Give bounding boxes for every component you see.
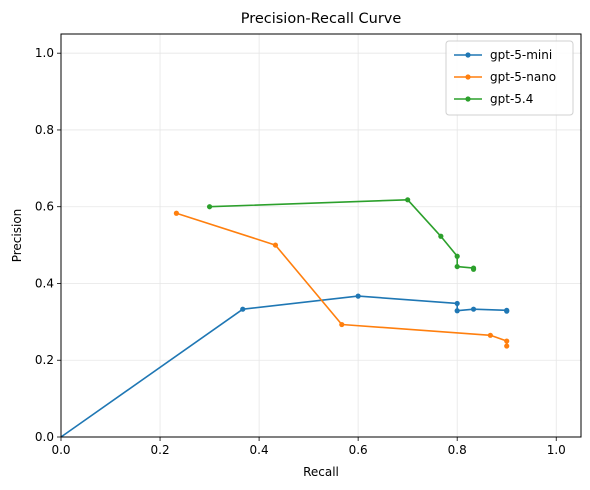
x-tick-label: 0.0 (51, 443, 70, 457)
data-point (470, 266, 477, 272)
data-point (206, 204, 213, 210)
data-point (504, 338, 510, 344)
x-tick-label: 0.8 (448, 443, 467, 457)
series-gpt-5-nano (173, 210, 510, 349)
y-axis-ticks: 0.0 0.2 0.4 0.6 0.8 1.0 (35, 46, 61, 444)
legend-box (445, 40, 574, 116)
data-point (454, 300, 460, 307)
y-axis-label: Precision (10, 209, 24, 263)
y-tick-label: 0.8 (35, 123, 54, 137)
series-gpt-5-mini (60, 293, 510, 438)
y-tick-label: 1.0 (35, 46, 54, 60)
legend-label: gpt-5.4 (490, 92, 533, 106)
legend-marker (465, 52, 471, 58)
legend: gpt-5-mini gpt-5-nano gpt-5.4 (445, 40, 574, 116)
legend-item: gpt-5-nano (454, 70, 556, 84)
legend-marker (465, 74, 471, 80)
data-point (470, 306, 477, 312)
x-axis-ticks: 0.0 0.2 0.4 0.6 0.8 1.0 (51, 437, 566, 457)
x-tick-label: 0.6 (349, 443, 368, 457)
series-gpt-5.4 (206, 197, 477, 272)
series-layer (60, 197, 510, 438)
x-tick-label: 0.4 (250, 443, 269, 457)
data-point (339, 321, 345, 328)
y-tick-label: 0.2 (35, 353, 54, 367)
data-point (272, 242, 279, 248)
y-tick-label: 0.4 (35, 276, 54, 290)
y-tick-label: 0.6 (35, 200, 54, 214)
data-point (438, 233, 444, 239)
x-tick-label: 1.0 (547, 443, 566, 457)
data-point (240, 306, 246, 312)
chart-title: Precision-Recall Curve (241, 11, 402, 27)
legend-item: gpt-5-mini (454, 48, 552, 62)
legend-label: gpt-5-nano (490, 70, 556, 84)
data-point (454, 263, 460, 270)
legend-marker (465, 96, 471, 102)
series-line (60, 295, 508, 438)
x-axis-label: Recall (303, 465, 339, 479)
data-point (504, 308, 510, 314)
data-point (355, 293, 361, 299)
data-point (487, 332, 493, 338)
legend-item: gpt-5.4 (454, 92, 533, 106)
y-tick-label: 0.0 (35, 430, 54, 444)
x-tick-label: 0.2 (151, 443, 170, 457)
data-point (454, 253, 460, 259)
legend-label: gpt-5-mini (490, 48, 552, 62)
data-point (405, 197, 411, 203)
data-point (504, 343, 510, 349)
data-point (454, 308, 460, 314)
plot-frame (60, 33, 582, 438)
data-point (173, 210, 179, 216)
